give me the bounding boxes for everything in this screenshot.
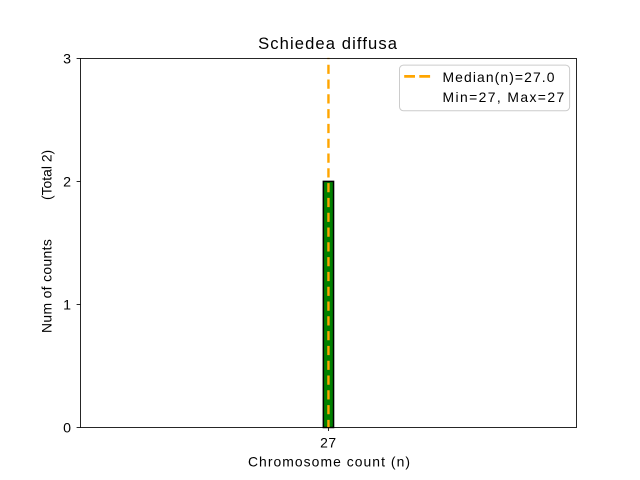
- svg-text:Min=27, Max=27: Min=27, Max=27: [443, 89, 566, 105]
- svg-text:Num of counts: Num of counts: [39, 239, 55, 333]
- svg-text:2: 2: [63, 174, 71, 190]
- svg-text:Schiedea diffusa: Schiedea diffusa: [258, 34, 398, 53]
- svg-text:Median(n)=27.0: Median(n)=27.0: [443, 69, 556, 85]
- svg-text:1: 1: [63, 298, 71, 314]
- svg-text:(Total 2): (Total 2): [39, 150, 55, 200]
- svg-text:Chromosome count (n): Chromosome count (n): [248, 453, 411, 469]
- svg-text:3: 3: [63, 52, 71, 68]
- svg-text:27: 27: [320, 435, 337, 451]
- svg-text:0: 0: [63, 421, 71, 437]
